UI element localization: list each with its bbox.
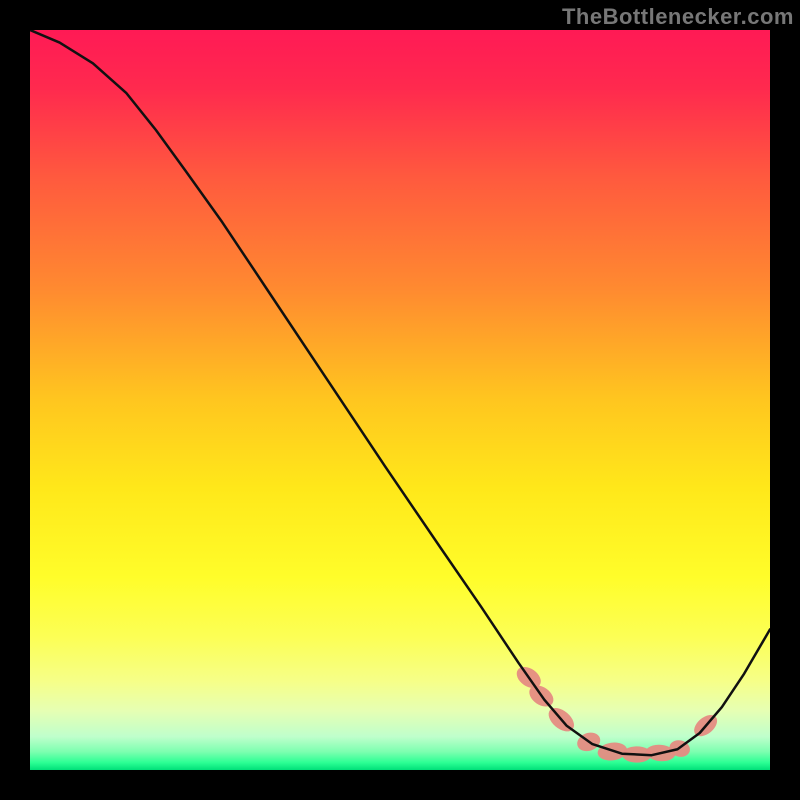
chart-svg [30,30,770,770]
chart-background-gradient [30,30,770,770]
attribution-label: TheBottlenecker.com [562,4,794,30]
chart-plot-area [30,30,770,770]
